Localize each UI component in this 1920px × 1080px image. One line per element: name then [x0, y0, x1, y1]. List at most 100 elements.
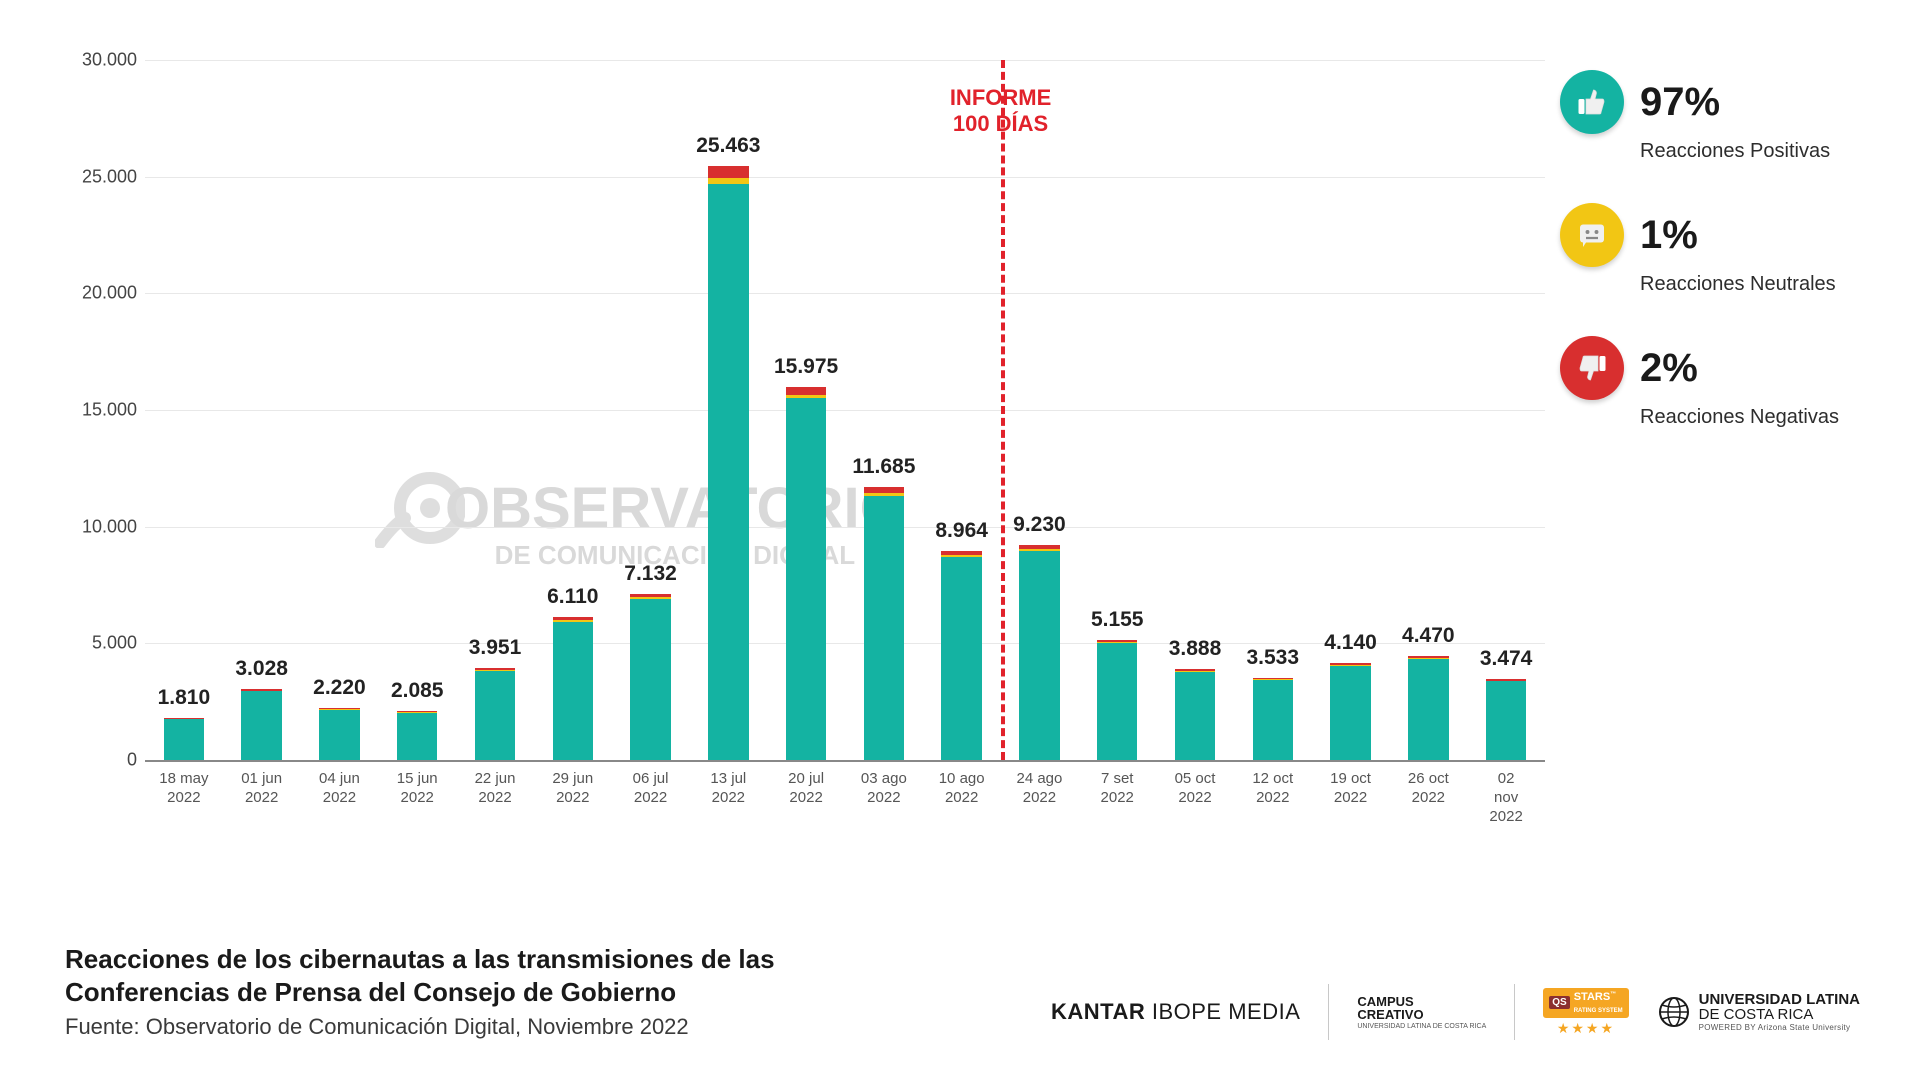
- gridline: [145, 177, 1545, 178]
- y-tick-label: 25.000: [67, 166, 137, 187]
- logo-campus-creativo: CAMPUS CREATIVO UNIVERSIDAD LATINA DE CO…: [1357, 995, 1486, 1030]
- x-axis-labels: 18 may202201 jun202204 jun202215 jun2022…: [145, 770, 1545, 814]
- y-tick-label: 15.000: [67, 400, 137, 421]
- bar: 8.964: [941, 551, 981, 760]
- bar-segment-positive: [1253, 680, 1293, 760]
- bar-value-label: 3.888: [1169, 637, 1222, 661]
- thumbs-up-icon: [1560, 70, 1624, 134]
- bar-segment-positive: [1486, 681, 1526, 760]
- bar-value-label: 1.810: [158, 686, 211, 710]
- x-tick-label: 01 jun2022: [241, 770, 282, 808]
- axis-baseline: [145, 760, 1545, 762]
- bar-segment-positive: [319, 710, 359, 760]
- bar: 2.220: [319, 708, 359, 760]
- bar-segment-negative: [708, 166, 748, 178]
- x-tick-label: 13 jul2022: [710, 770, 746, 808]
- ulatina-line1: UNIVERSIDAD LATINA: [1699, 992, 1860, 1007]
- y-axis: 05.00010.00015.00020.00025.00030.000: [65, 60, 145, 760]
- bar-segment-positive: [630, 599, 670, 760]
- bar-value-label: 4.470: [1402, 624, 1455, 648]
- bar: 7.132: [630, 594, 670, 760]
- campus-line2: CREATIVO: [1357, 1007, 1423, 1022]
- watermark-main: OBSERVATORIO: [445, 476, 905, 541]
- chart-area: 05.00010.00015.00020.00025.00030.000 OBS…: [65, 60, 1545, 820]
- annotation-line: [1001, 60, 1005, 760]
- bar-value-label: 25.463: [696, 134, 760, 158]
- bar-segment-positive: [1097, 643, 1137, 760]
- x-tick-label: 22 jun2022: [475, 770, 516, 808]
- footer-title-line1: Reacciones de los cibernautas a las tran…: [65, 944, 775, 974]
- bar: 9.230: [1019, 545, 1059, 760]
- bar-value-label: 15.975: [774, 355, 838, 379]
- footer-text: Reacciones de los cibernautas a las tran…: [65, 943, 775, 1040]
- x-tick-label: 26 oct2022: [1408, 770, 1449, 808]
- bar-segment-positive: [708, 184, 748, 760]
- bar: 2.085: [397, 711, 437, 760]
- qs-text: STARS: [1574, 991, 1610, 1003]
- y-tick-label: 5.000: [67, 633, 137, 654]
- footer-source: Fuente: Observatorio de Comunicación Dig…: [65, 1014, 775, 1040]
- x-tick-label: 05 oct2022: [1175, 770, 1216, 808]
- bar: 11.685: [864, 487, 904, 760]
- bar-value-label: 4.140: [1324, 631, 1377, 655]
- bar-segment-positive: [1408, 659, 1448, 760]
- logo-qs-stars: QS STARS™RATING SYSTEM ★★★★: [1543, 988, 1628, 1037]
- legend-label: Reacciones Negativas: [1640, 406, 1860, 429]
- x-tick-label: 7 set2022: [1101, 770, 1134, 808]
- bar-value-label: 3.951: [469, 636, 522, 660]
- thumbs-down-icon: [1560, 336, 1624, 400]
- bar: 25.463: [708, 166, 748, 760]
- qs-stars-icon: ★★★★: [1557, 1020, 1615, 1037]
- legend-percentage: 97%: [1640, 80, 1720, 125]
- x-tick-label: 12 oct2022: [1252, 770, 1293, 808]
- globe-icon: [1657, 995, 1691, 1029]
- gridline: [145, 293, 1545, 294]
- bar: 3.028: [241, 689, 281, 760]
- logo-separator: [1514, 984, 1515, 1040]
- legend-item: 97% Reacciones Positivas: [1560, 70, 1860, 163]
- bar-value-label: 8.964: [935, 519, 988, 543]
- bar-value-label: 5.155: [1091, 608, 1144, 632]
- x-tick-label: 18 may2022: [159, 770, 208, 808]
- bar: 1.810: [164, 718, 204, 760]
- x-tick-label: 19 oct2022: [1330, 770, 1371, 808]
- bar: 4.140: [1330, 663, 1370, 760]
- bar-segment-positive: [941, 557, 981, 760]
- legend-item: 1%Reacciones Neutrales: [1560, 203, 1860, 296]
- bar-segment-positive: [397, 713, 437, 760]
- bar-segment-positive: [864, 496, 904, 760]
- bar-value-label: 11.685: [852, 455, 915, 479]
- watermark: OBSERVATORIO DE COMUNICACIÓN DIGITAL: [445, 480, 905, 568]
- ulatina-sub: POWERED BY Arizona State University: [1699, 1024, 1860, 1032]
- bar-segment-positive: [475, 671, 515, 760]
- bar: 3.888: [1175, 669, 1215, 760]
- neutral-icon: [1560, 203, 1624, 267]
- kantar-bold: KANTAR: [1051, 999, 1145, 1024]
- legend-percentage: 1%: [1640, 213, 1698, 258]
- qs-sub: RATING SYSTEM: [1574, 1008, 1623, 1014]
- bar: 15.975: [786, 387, 826, 760]
- bar: 3.533: [1253, 678, 1293, 760]
- bar-value-label: 2.085: [391, 679, 444, 703]
- legend-label: Reacciones Positivas: [1640, 140, 1860, 163]
- bar-segment-positive: [786, 398, 826, 760]
- bar-segment-positive: [164, 719, 204, 760]
- campus-sub: UNIVERSIDAD LATINA DE COSTA RICA: [1357, 1023, 1486, 1030]
- x-tick-label: 03 ago2022: [861, 770, 907, 808]
- gridline: [145, 410, 1545, 411]
- x-tick-label: 20 jul2022: [788, 770, 824, 808]
- bar-segment-negative: [786, 387, 826, 394]
- bar-segment-positive: [1175, 672, 1215, 760]
- bar-value-label: 9.230: [1013, 513, 1066, 537]
- bar: 6.110: [553, 617, 593, 760]
- y-tick-label: 0: [67, 750, 137, 771]
- bar-segment-positive: [553, 622, 593, 760]
- x-tick-label: 04 jun2022: [319, 770, 360, 808]
- footer: Reacciones de los cibernautas a las tran…: [65, 943, 1860, 1040]
- footer-title-line2: Conferencias de Prensa del Consejo de Go…: [65, 977, 676, 1007]
- y-tick-label: 30.000: [67, 50, 137, 71]
- bar-value-label: 3.533: [1246, 646, 1299, 670]
- bar-value-label: 2.220: [313, 676, 366, 700]
- x-tick-label: 29 jun2022: [552, 770, 593, 808]
- annotation-text: INFORME 100 DÍAS: [941, 85, 1061, 137]
